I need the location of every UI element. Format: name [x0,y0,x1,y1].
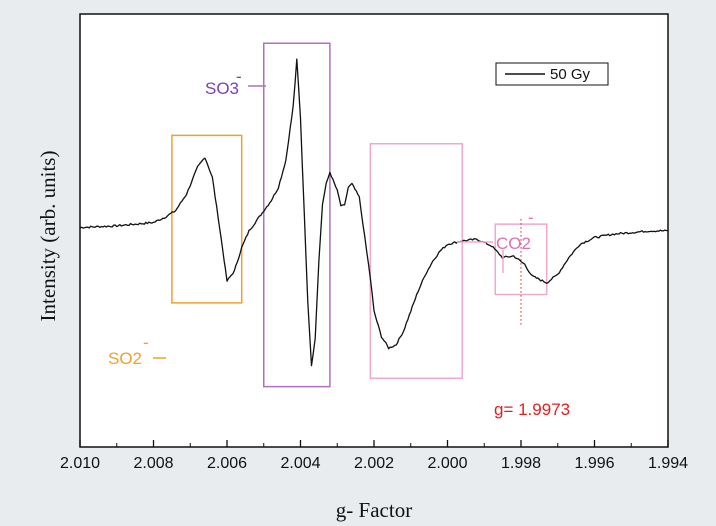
legend-box [495,62,609,86]
so3-label: SO3 [205,79,239,98]
x-tick-label: 2.004 [280,455,320,472]
legend: 50 Gy [495,62,609,86]
so2-superscript: - [143,333,149,352]
co2-box [369,143,463,379]
x-tick-label: 2.006 [207,455,247,472]
annotation-so3: SO3 - [205,67,266,98]
x-tick-label: 2.000 [427,455,467,472]
series-line-50gy [79,58,669,367]
so3-superscript: - [236,67,242,86]
plot-area [80,14,668,447]
so2-label: SO2 [108,349,142,368]
so2-box [171,134,243,304]
x-tick-label: 1.994 [648,455,688,472]
x-axis-ticks: 2.010 2.008 2.006 2.004 2.002 2.000 1.998 1.996… [60,440,688,472]
co2-superscript: - [528,208,534,227]
g-value-label: g= 1.9973 [494,400,570,419]
x-tick-label: 1.996 [574,455,614,472]
annotation-so2: SO2 - [108,333,166,368]
co2-label: CO2 [496,234,531,253]
annotation-co2: CO2 - [457,208,534,273]
y-axis-title: Intensity (arb. units) [36,151,60,322]
plot-content [79,42,669,388]
so3-box [263,42,331,388]
x-axis-title: g- Factor [336,498,412,522]
x-tick-label: 2.008 [133,455,173,472]
g-marker-annotation: g= 1.9973 [494,400,570,419]
x-tick-label: 2.010 [60,455,100,472]
x-tick-label: 2.002 [354,455,394,472]
x-tick-label: 1.998 [501,455,541,472]
legend-label-50gy: 50 Gy [550,66,591,83]
